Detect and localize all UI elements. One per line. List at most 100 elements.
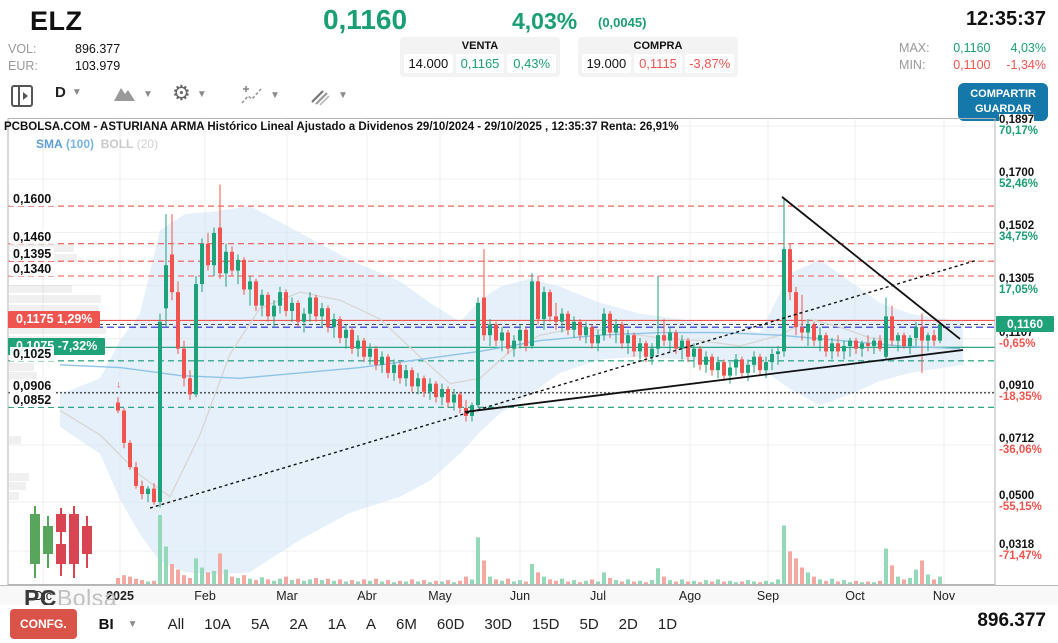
axis-price-label[interactable]: 0,0910 — [999, 379, 1035, 392]
candle-body — [326, 308, 330, 328]
volume-bar — [188, 578, 192, 585]
chevron-down-icon[interactable]: ▼ — [127, 618, 138, 630]
axis-pct-label[interactable]: -18,35% — [999, 390, 1042, 403]
candle-body — [284, 292, 288, 311]
candle-body — [254, 281, 258, 306]
share-save-button[interactable]: COMPARTIR GUARDAR — [958, 83, 1048, 121]
axis-pct-label[interactable]: 52,46% — [999, 178, 1039, 191]
chart-area[interactable]: ↓ PCBOLSA.COM - ASTURIANA ARMA Histórico… — [0, 114, 1058, 611]
volume-bar — [758, 582, 762, 585]
range-button-10a[interactable]: 10A — [198, 612, 237, 637]
candle-body — [524, 329, 528, 346]
axis-pct-label[interactable]: -0,65% — [999, 337, 1036, 350]
symbol: ELZ — [30, 6, 83, 36]
range-button-1a[interactable]: 1A — [322, 612, 352, 637]
range-button-60d[interactable]: 60D — [431, 612, 471, 637]
range-button-all[interactable]: All — [162, 612, 191, 637]
config-button[interactable]: CONFG. — [10, 609, 77, 639]
volume-bar — [224, 569, 228, 585]
candle-body — [872, 340, 876, 346]
axis-price-label[interactable]: 0,1700 — [999, 167, 1035, 180]
candle-body — [386, 356, 390, 373]
instrument-select[interactable]: BI — [98, 615, 114, 633]
range-button-5d[interactable]: 5D — [573, 612, 604, 637]
volume-row: VOL: 896.377 — [8, 42, 120, 56]
volume-bar — [734, 582, 738, 585]
candle-body — [854, 340, 858, 349]
axis-price-label[interactable]: 0,1502 — [999, 220, 1035, 233]
volume-bar — [842, 580, 846, 585]
settings-button[interactable]: ⚙ ▼ — [172, 83, 207, 104]
candle-body — [878, 340, 882, 349]
volume-bar — [662, 576, 666, 585]
volume-bar — [866, 581, 870, 585]
axis-pct-label[interactable]: -55,15% — [999, 501, 1042, 514]
candle-body — [716, 362, 720, 371]
candle-body — [746, 364, 750, 373]
axis-price-label[interactable]: 0,1897 — [999, 114, 1035, 127]
volume-bar — [230, 576, 234, 585]
axis-pct-label[interactable]: 17,05% — [999, 284, 1039, 297]
range-button-1d[interactable]: 1D — [652, 612, 683, 637]
candle-body — [794, 292, 798, 328]
header: ELZ VOL: 896.377 EUR: 103.979 0,1160 4,0… — [0, 0, 1058, 78]
axis-price-label[interactable]: 0,0318 — [999, 539, 1035, 552]
volume-bar — [470, 579, 474, 585]
volume-bar — [434, 580, 438, 585]
candle-body — [920, 327, 924, 341]
add-indicator-button[interactable]: ▼ — [240, 84, 280, 106]
chart-title: PCBOLSA.COM - ASTURIANA ARMA Histórico L… — [4, 121, 679, 133]
range-button-30d[interactable]: 30D — [478, 612, 518, 637]
max-price: 0,1160 — [953, 41, 991, 55]
axis-pct-label[interactable]: -71,47% — [999, 550, 1042, 563]
candle-body — [788, 249, 792, 293]
interval-select[interactable]: D ▼ — [55, 84, 82, 101]
axis-pct-label[interactable]: 70,17% — [999, 125, 1039, 138]
chevron-down-icon: ▼ — [338, 89, 348, 101]
volume-bar — [650, 580, 654, 585]
axis-price-label[interactable]: 0,1305 — [999, 273, 1035, 286]
range-button-2a[interactable]: 2A — [283, 612, 313, 637]
price-chart-canvas[interactable]: ↓ — [0, 118, 1058, 605]
axis-pct-label[interactable]: -36,06% — [999, 444, 1042, 457]
candle-body — [308, 297, 312, 314]
candle-body — [152, 488, 156, 503]
level-label: 0,1460 — [10, 229, 55, 244]
chart-type-button[interactable]: ▼ — [113, 84, 153, 104]
range-button-5a[interactable]: 5A — [245, 612, 275, 637]
volume-bar — [146, 581, 150, 585]
axis-pct-label[interactable]: 34,75% — [999, 231, 1039, 244]
candle-body — [722, 362, 726, 376]
candle-body — [626, 335, 630, 344]
volume-bar — [128, 576, 132, 585]
range-button-2d[interactable]: 2D — [613, 612, 644, 637]
axis-price-label[interactable]: 0,0500 — [999, 490, 1035, 503]
chevron-down-icon: ▼ — [196, 88, 207, 100]
candle-body — [662, 335, 666, 341]
drawing-tools-button[interactable]: ▼ — [308, 84, 348, 106]
volume-bar — [524, 581, 528, 585]
candle-body — [362, 340, 366, 357]
level-label: 0,1025 — [10, 346, 55, 361]
compra-panel: COMPRA 19.000 0,1115 -3,87% — [578, 37, 738, 77]
time-axis-label: Ago — [678, 589, 702, 603]
candle-body — [734, 359, 738, 368]
venta-panel: VENTA 14.000 0,1165 0,43% — [400, 37, 560, 77]
axis-price-label[interactable]: 0,0712 — [999, 433, 1035, 446]
range-buttons: All 10A 5A 2A 1A A 6M 60D 30D 15D 5D 2D 1D — [162, 612, 683, 637]
volume-bar — [428, 582, 432, 585]
volume-bar — [416, 581, 420, 585]
volume-bar — [320, 580, 324, 585]
candle-body — [422, 378, 426, 392]
range-button-6m[interactable]: 6M — [390, 612, 423, 637]
candle-body — [572, 321, 576, 330]
collapse-panel-button[interactable] — [10, 84, 34, 108]
indicator-legend[interactable]: SMA (100) BOLL (20) — [36, 137, 158, 151]
candle-body — [836, 343, 840, 352]
candle-body — [452, 394, 456, 403]
range-button-a[interactable]: A — [360, 612, 382, 637]
range-button-15d[interactable]: 15D — [526, 612, 566, 637]
volume-bar — [458, 580, 462, 585]
candle-body — [638, 343, 642, 352]
time-axis[interactable]: Dic 2025 Feb Mar Abr May Jun Jul Ago Sep Oct Nov — [0, 585, 1058, 606]
